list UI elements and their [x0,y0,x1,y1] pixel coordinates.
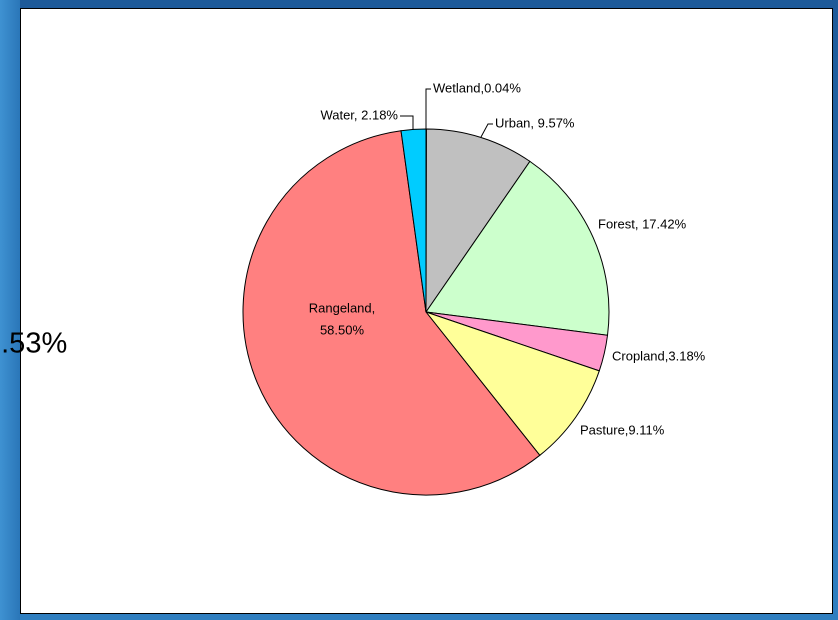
side-strip [0,0,20,620]
slice-label: 58.50% [320,322,365,337]
slice-label: Urban, 9.57% [495,115,575,130]
slice-label: Rangeland, [309,300,376,315]
slice-label: Wetland,0.04% [433,80,521,95]
leader-line [480,123,493,138]
pie: Wetland,0.04% Urban, 9.57% Forest, 17.42% C… [242,80,706,496]
leader-line [400,115,414,130]
slice-label: Pasture,9.11% [580,422,665,437]
leader-line [425,88,431,130]
pie-slice [242,130,541,496]
pie-slice [425,128,531,314]
pie-slice [425,160,610,336]
pie-slice [424,310,600,457]
annotation: 2.53% [0,328,67,360]
slice-label: Water, 2.18% [320,107,398,122]
slice-label: Cropland,3.18% [612,348,706,363]
slice-label: Forest, 17.42% [598,216,687,231]
